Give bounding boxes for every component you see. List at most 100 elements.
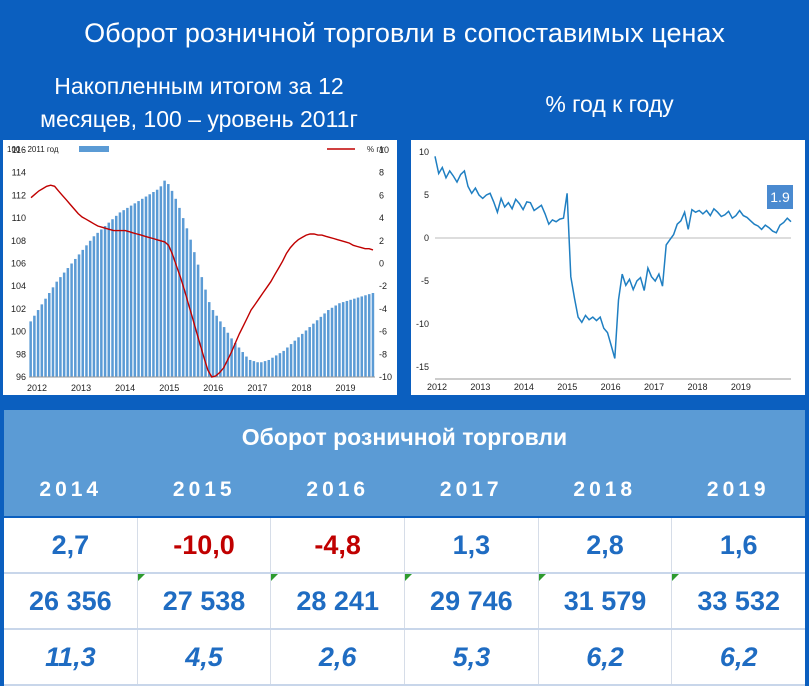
left-chart-subtitle: Накопленным итогом за 12 месяцев, 100 – … (0, 70, 398, 136)
y-right-tick-label: -6 (379, 327, 387, 337)
x-tick-label: 2016 (601, 382, 621, 392)
y-right-tick-label: -2 (379, 281, 387, 291)
comment-marker-icon (405, 574, 413, 581)
bar (74, 258, 77, 377)
table-cell: 29 746 (405, 574, 539, 628)
table-cell-text: 31 579 (563, 585, 647, 616)
x-tick-label: 2014 (514, 382, 534, 392)
page-title-banner: Оборот розничной торговли в сопоставимых… (0, 0, 809, 66)
bar (122, 210, 125, 377)
bar (334, 305, 337, 377)
y-left-tick-label: 108 (11, 236, 26, 246)
bar (70, 263, 73, 377)
x-tick-label: 2016 (203, 383, 223, 393)
bar (66, 268, 70, 377)
bar (211, 310, 215, 377)
bar (367, 294, 371, 377)
table-title-text: Оборот розничной торговли (241, 423, 568, 450)
table-row: 2,7 -10,0 -4,8 1,3 2,8 1,6 (4, 518, 805, 574)
bar (267, 359, 271, 377)
y-right-tick-label: 10 (379, 145, 389, 155)
table-cell: 2,7 (4, 518, 138, 572)
bar (77, 254, 81, 377)
y-tick-label: 5 (424, 190, 429, 200)
bar (114, 215, 118, 377)
table-row: 11,3 4,5 2,6 5,3 6,2 6,2 (4, 630, 805, 686)
x-tick-label: 2013 (71, 383, 91, 393)
left-subtitle-line-1: Накопленным итогом за 12 (54, 73, 344, 99)
table-cell: 4,5 (138, 630, 272, 684)
table-cell-text: 27 538 (162, 585, 246, 616)
x-tick-label: 2013 (470, 382, 490, 392)
bar (196, 264, 200, 377)
bar (141, 198, 144, 377)
last-value-label: 1.9 (770, 189, 790, 205)
year-header: 2016 (306, 478, 370, 501)
year-header: 2015 (172, 478, 236, 501)
legend-bar-swatch (79, 146, 109, 152)
bar (207, 302, 211, 377)
y-left-tick-label: 112 (12, 190, 26, 200)
bar (289, 344, 293, 377)
bar (215, 315, 218, 377)
legend-line-label: % г/г (367, 145, 384, 154)
bar (51, 287, 55, 377)
bar (148, 194, 151, 377)
bar (107, 222, 111, 377)
yoy-chart-svg: 10 5 0 -5 -10 -15 2012 2013 2014 2015 2016 2017 2018… (416, 147, 793, 392)
bar (338, 303, 341, 377)
bar (278, 353, 282, 377)
bar (323, 313, 326, 377)
comment-marker-icon (672, 574, 680, 581)
bar (36, 310, 40, 377)
x-tick-label: 2017 (644, 382, 664, 392)
bar (222, 327, 226, 377)
bar (204, 289, 207, 377)
table-cell: 27 538 (137, 574, 272, 628)
bar (297, 337, 300, 377)
table-cell: 6,2 (539, 630, 673, 684)
table-body: 2,7 -10,0 -4,8 1,3 2,8 1,6 26 356 27 538… (4, 518, 805, 686)
bar (286, 347, 289, 377)
bar (274, 355, 278, 377)
bar (234, 342, 237, 377)
y-left-tick-label: 104 (11, 281, 26, 291)
y-tick-label: 0 (424, 233, 429, 243)
bar (81, 249, 85, 377)
bar (360, 296, 364, 377)
table-header-years: 2014 2015 2016 2017 2018 2019 (4, 464, 805, 516)
cumulative-chart-svg: 9698100102104106108110112114116-10-8-6-4… (7, 145, 392, 393)
bar (33, 315, 36, 377)
comment-marker-icon (271, 574, 279, 581)
bar (62, 272, 66, 377)
bar (155, 189, 159, 377)
bar (248, 359, 252, 377)
y-left-tick-label: 102 (11, 304, 26, 314)
x-tick-label: 2017 (247, 383, 267, 393)
bar (353, 298, 356, 377)
bar (293, 340, 297, 377)
table-cell: 11,3 (4, 630, 138, 684)
bar (118, 212, 122, 377)
bar (356, 297, 360, 377)
yoy-chart: 10 5 0 -5 -10 -15 2012 2013 2014 2015 2016 2017 2018… (411, 140, 805, 395)
bar (245, 356, 248, 377)
bar (88, 240, 92, 377)
y-right-tick-label: 2 (379, 236, 384, 246)
bar (345, 300, 349, 377)
bar (185, 228, 189, 377)
right-chart-subtitle: % год к году (410, 88, 809, 121)
y-right-tick-label: -8 (379, 349, 387, 359)
bar (111, 219, 114, 377)
y-left-tick-label: 110 (12, 213, 26, 223)
y-right-tick-label: 4 (379, 213, 384, 223)
x-tick-label: 2018 (291, 383, 311, 393)
table-cell-text: 33 532 (697, 585, 780, 616)
bar (371, 293, 375, 377)
left-subtitle-line-2: месяцев, 100 – уровень 2011г (40, 106, 358, 132)
table-cell: 1,3 (405, 518, 539, 572)
y-right-tick-label: 6 (379, 190, 384, 200)
bar (167, 184, 170, 377)
bar (312, 323, 315, 377)
comment-marker-icon (538, 574, 546, 581)
